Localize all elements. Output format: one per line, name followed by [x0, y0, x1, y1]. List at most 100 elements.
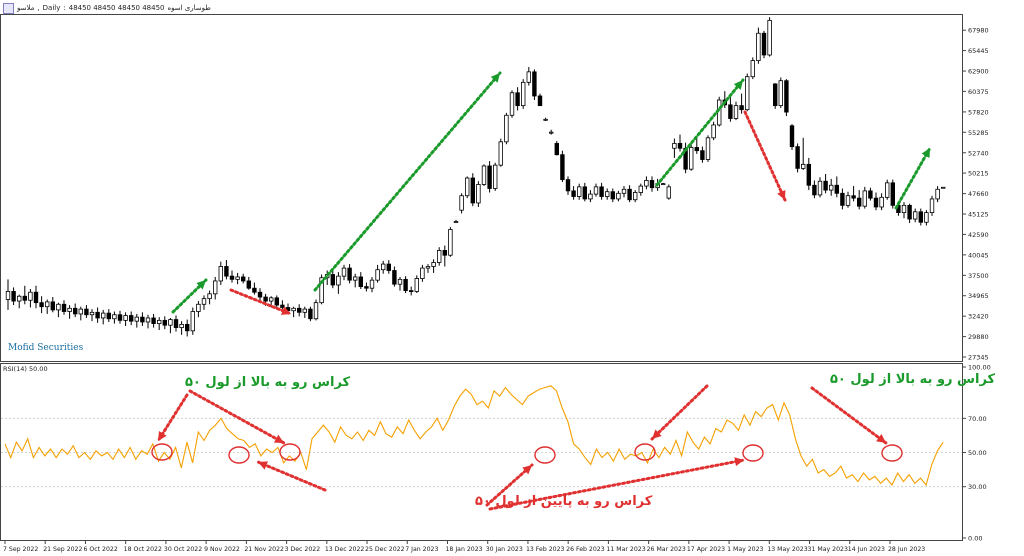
candle-body [369, 279, 375, 289]
candle-body [929, 198, 935, 214]
candle-body [677, 143, 683, 149]
candle-body [39, 302, 44, 308]
price-tick-label: 34965 [968, 292, 989, 300]
arrow-line [650, 384, 709, 441]
candle-body [375, 269, 380, 281]
candle-body [224, 266, 229, 277]
candle-body [705, 137, 711, 160]
arrow-line [256, 460, 327, 492]
candle-body [812, 184, 817, 196]
candle-body [582, 186, 587, 200]
candle-body [700, 150, 705, 160]
candle-body [689, 147, 694, 170]
arrow-head [196, 280, 206, 290]
arrow-head [652, 429, 662, 439]
price-tick-label: 45125 [968, 211, 989, 219]
candle-body [857, 197, 862, 207]
candle-body [408, 290, 414, 293]
candle-body [162, 319, 167, 326]
candle-body [627, 188, 632, 201]
arrow-line [894, 146, 932, 210]
candle-body [45, 301, 50, 308]
candle-body [240, 276, 246, 282]
rsi-tick-label: 0.00 [968, 535, 982, 543]
time-tick-label: 25 Dec 2022 [365, 546, 405, 553]
candle-body [481, 165, 487, 185]
trend-arrows [156, 71, 932, 511]
arrow-head [734, 457, 744, 467]
candle-body [470, 177, 475, 204]
arrow-head [777, 189, 786, 200]
candle-body [924, 212, 929, 223]
arrow-head [876, 434, 886, 443]
candle-body [168, 319, 173, 326]
candle-body [492, 164, 498, 189]
candle-body [28, 291, 33, 301]
rsi-series [4, 385, 944, 487]
candle-body [380, 263, 386, 271]
candle-body [789, 125, 795, 148]
candle-body [392, 270, 397, 285]
candle-body [252, 287, 257, 293]
candle-body [733, 105, 739, 119]
candle-body [184, 323, 190, 332]
candle-body [610, 191, 615, 200]
candle-body [487, 165, 492, 189]
time-tick-label: 7 Sep 2022 [3, 546, 38, 553]
candle-body [549, 131, 554, 134]
candle-body [358, 276, 363, 287]
candle-body [515, 92, 520, 107]
cross-circle [228, 446, 250, 464]
candle-body [694, 147, 699, 152]
candle-body [33, 291, 39, 304]
time-tick-label: 28 Jun 2023 [888, 546, 925, 553]
arrow-line [810, 386, 888, 445]
arrow-head [273, 434, 284, 443]
candle-body [672, 143, 677, 149]
time-tick-label: 26 Mar 2023 [647, 546, 686, 553]
candle-body [504, 114, 509, 143]
candle-body [453, 221, 459, 223]
time-tick-label: 18 Oct 2022 [124, 546, 162, 553]
candle-body [823, 180, 828, 191]
candle-body [638, 185, 643, 193]
candle-body [336, 275, 341, 286]
price-tick-label: 29880 [968, 333, 989, 341]
candle-body [319, 277, 324, 304]
rsi-tick-label: 50.00 [968, 449, 987, 457]
candle-body [913, 211, 918, 220]
time-tick-label: 14 Jun 2023 [848, 546, 885, 553]
time-tick-label: 1 May 2023 [727, 546, 763, 553]
arrow-head [258, 461, 269, 470]
candle-body [73, 307, 78, 315]
candle-body [364, 286, 369, 289]
header-ohlc: 48450 48450 48450 48450 [68, 4, 165, 12]
candle-body [352, 276, 358, 281]
rsi-grid: 100.00 70.00 50.00 30.00 0.00 [1, 364, 991, 543]
candle-body [196, 303, 201, 312]
arrow-line [743, 110, 787, 202]
candle-body [296, 307, 302, 313]
candle-body [728, 104, 733, 119]
candle-body [134, 316, 139, 322]
candle-body [341, 267, 347, 277]
candle-body [308, 308, 313, 320]
candle-body [414, 278, 419, 292]
candle-body [661, 183, 666, 186]
candle-body [593, 186, 599, 195]
candle-body [95, 311, 100, 319]
candle-body [140, 316, 145, 323]
chart-window-icon [3, 2, 14, 14]
candle-body [767, 19, 772, 56]
candle-body [599, 186, 604, 197]
candle-body [459, 195, 464, 211]
candle-body [61, 303, 67, 312]
time-tick-label: 18 Jan 2023 [446, 546, 483, 553]
cross-circle [634, 443, 656, 461]
candle-body [291, 307, 296, 312]
candle-body [330, 274, 335, 286]
candle-body [313, 302, 319, 320]
annotation-cross-up-left: کراس رو به بالا از لول ۵۰ [185, 375, 351, 390]
candle-body [431, 262, 436, 267]
time-tick-label: 7 Jan 2023 [405, 546, 438, 553]
